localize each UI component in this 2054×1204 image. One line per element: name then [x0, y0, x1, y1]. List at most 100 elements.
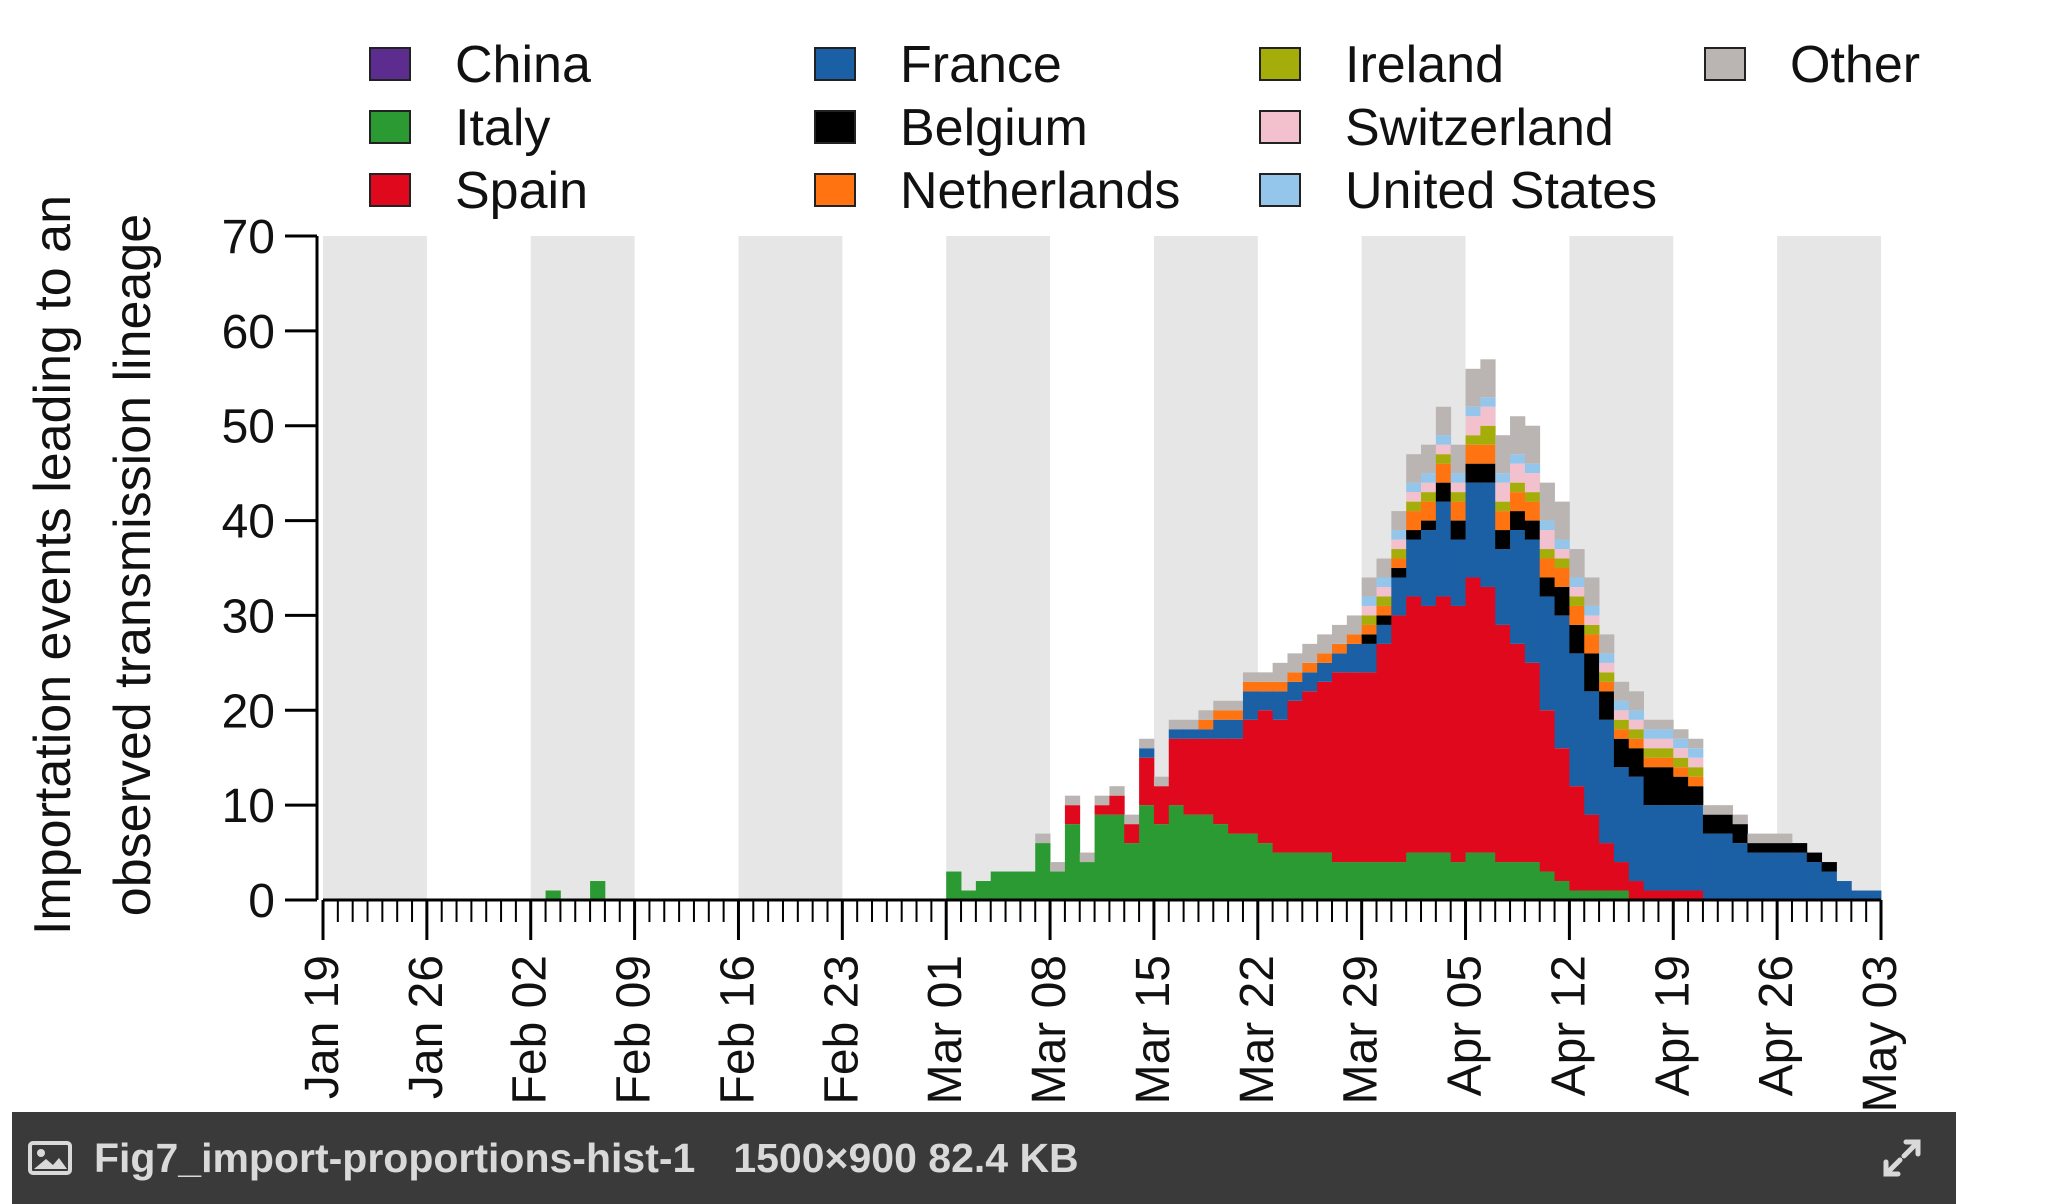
- bar-segment-france: [1643, 805, 1659, 891]
- image-icon: [28, 1141, 72, 1175]
- bar-segment-united-states: [1465, 406, 1481, 417]
- bar-segment-netherlands: [1569, 605, 1585, 625]
- bar-segment-belgium: [1688, 786, 1704, 806]
- legend-swatch-ireland: [1259, 47, 1301, 81]
- bar-segment-belgium: [1524, 520, 1541, 540]
- bar-segment-belgium: [1569, 624, 1585, 654]
- bar-segment-italy: [1569, 890, 1585, 900]
- bar-segment-italy: [961, 890, 977, 900]
- bar-segment-belgium: [1480, 463, 1496, 483]
- bar-segment-ireland: [1584, 624, 1600, 635]
- bar-segment-other: [1228, 700, 1244, 711]
- bar-segment-belgium: [1406, 530, 1422, 540]
- bar-segment-netherlands: [1628, 738, 1644, 749]
- legend-label-united-states: United States: [1345, 162, 1657, 220]
- bar-segment-france: [1213, 719, 1229, 739]
- bar-segment-spain: [1524, 662, 1541, 863]
- bar-segment-other: [1421, 444, 1437, 474]
- bar-segment-switzerland: [1376, 586, 1392, 597]
- bar-segment-ireland: [1599, 672, 1615, 682]
- bar-segment-united-states: [1658, 729, 1674, 739]
- bar-segment-spain: [1628, 881, 1644, 900]
- bar-segment-netherlands: [1539, 558, 1555, 578]
- bar-segment-france: [1732, 843, 1748, 900]
- bar-segment-spain: [1228, 738, 1244, 834]
- bar-segment-other: [1109, 786, 1125, 796]
- bar-segment-netherlands: [1465, 444, 1481, 464]
- bar-segment-france: [1242, 691, 1259, 720]
- bar-segment-spain: [1153, 786, 1170, 825]
- bar-segment-netherlands: [1331, 643, 1348, 654]
- bar-segment-other: [1688, 738, 1704, 749]
- bar-segment-united-states: [1688, 748, 1704, 758]
- bar-segment-netherlands: [1242, 681, 1259, 692]
- bar-segment-ireland: [1688, 767, 1704, 777]
- bar-segment-other: [1391, 511, 1407, 531]
- bar-segment-spain: [1584, 814, 1600, 891]
- bar-segment-italy: [1346, 862, 1363, 900]
- bar-segment-netherlands: [1599, 681, 1615, 692]
- bar-segment-belgium: [1376, 615, 1392, 625]
- x-tick-label: Mar 01: [919, 955, 972, 1104]
- legend-label-other: Other: [1790, 36, 1920, 94]
- bar-segment-france: [1510, 530, 1526, 644]
- bar-segment-italy: [1539, 871, 1555, 900]
- bar-segment-spain: [1495, 624, 1511, 863]
- bar-segment-france: [1658, 805, 1674, 891]
- bar-segment-italy: [990, 871, 1006, 900]
- bar-segment-italy: [1094, 814, 1110, 900]
- bar-segment-france: [1777, 852, 1793, 900]
- bar-segment-italy: [1035, 843, 1051, 900]
- x-tick-label: Mar 22: [1231, 955, 1284, 1104]
- bar-segment-belgium: [1658, 767, 1674, 806]
- x-tick-label: May 03: [1854, 955, 1907, 1112]
- bar-segment-france: [1599, 719, 1615, 844]
- bar-segment-spain: [1613, 862, 1630, 891]
- bar-segment-switzerland: [1361, 605, 1377, 616]
- bar-segment-france: [1584, 691, 1600, 815]
- bar-segment-netherlands: [1643, 757, 1659, 768]
- bar-segment-other: [1079, 852, 1095, 863]
- bar-segment-italy: [1168, 805, 1185, 900]
- bar-segment-other: [1599, 634, 1615, 654]
- bar-segment-other: [1702, 805, 1719, 815]
- bar-segment-ireland: [1391, 549, 1407, 559]
- bar-segment-italy: [1391, 862, 1407, 900]
- bar-segment-italy: [545, 890, 561, 900]
- bar-segment-netherlands: [1480, 444, 1496, 464]
- bar-segment-italy: [946, 871, 962, 900]
- bar-segment-italy: [1406, 852, 1422, 900]
- bar-segment-spain: [1480, 586, 1496, 853]
- bar-segment-spain: [1168, 738, 1185, 806]
- bar-segment-united-states: [1584, 605, 1600, 616]
- week-shade-band: [738, 236, 843, 900]
- bar-segment-netherlands: [1450, 501, 1466, 521]
- bar-segment-france: [1287, 681, 1303, 701]
- bar-segment-ireland: [1465, 435, 1481, 445]
- y-axis-title-line1: Importation events leading to an: [24, 195, 82, 935]
- bar-segment-other: [1643, 719, 1659, 730]
- x-tick-label: Mar 08: [1023, 955, 1076, 1104]
- y-tick-label: 10: [222, 780, 275, 833]
- x-tick-label: Feb 16: [711, 955, 764, 1104]
- bar-segment-france: [1821, 871, 1837, 900]
- bar-segment-france: [1524, 539, 1541, 663]
- bar-segment-spain: [1346, 672, 1363, 863]
- bar-segment-netherlands: [1376, 605, 1392, 616]
- stacked-bars: [545, 359, 1882, 900]
- expand-icon[interactable]: [1882, 1138, 1922, 1178]
- bar-segment-switzerland: [1688, 757, 1704, 768]
- bar-segment-netherlands: [1213, 710, 1229, 720]
- bar-segment-spain: [1064, 805, 1081, 825]
- bar-segment-italy: [1361, 862, 1377, 900]
- bar-segment-netherlands: [1228, 710, 1244, 720]
- bar-segment-netherlands: [1257, 681, 1274, 692]
- bar-segment-ireland: [1480, 425, 1496, 445]
- file-name: Fig7_import-proportions-hist-1: [94, 1134, 696, 1181]
- legend-swatch-belgium: [814, 110, 856, 144]
- bar-segment-spain: [1435, 596, 1452, 853]
- bar-segment-spain: [1302, 691, 1318, 853]
- x-tick-label: Mar 29: [1335, 955, 1388, 1104]
- legend-label-switzerland: Switzerland: [1345, 99, 1614, 157]
